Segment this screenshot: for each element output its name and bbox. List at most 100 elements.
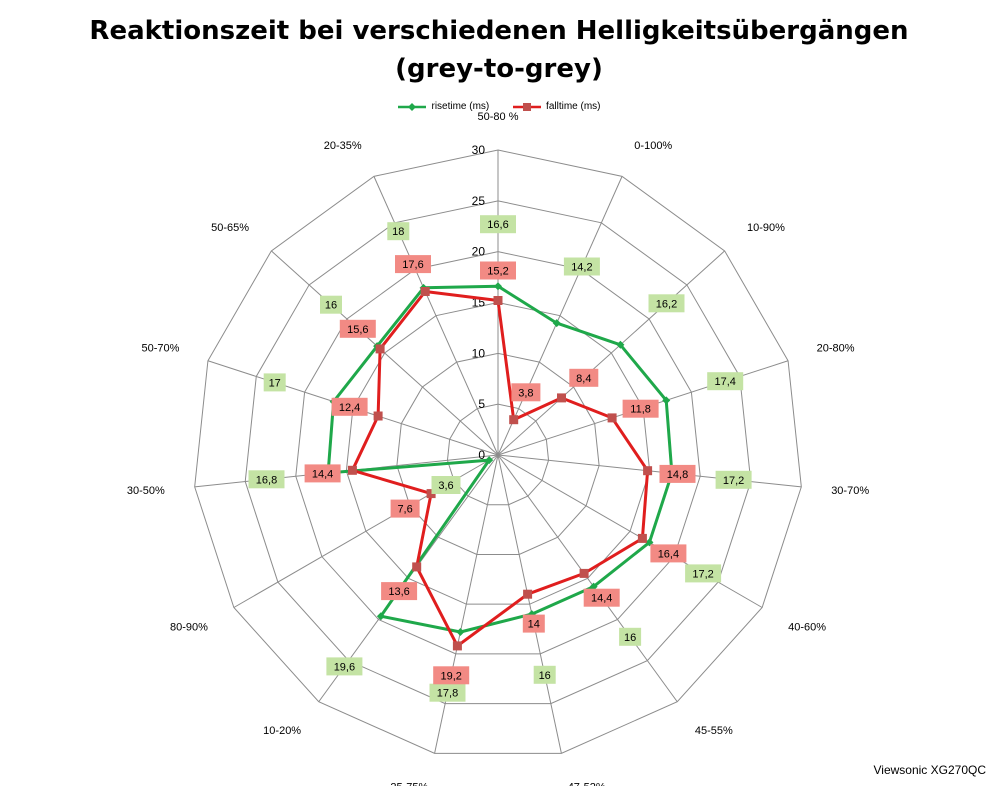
data-label-bg	[381, 582, 418, 601]
data-label-text: 14,2	[571, 262, 592, 274]
category-label: 50-70%	[141, 343, 179, 355]
data-label-bg	[659, 464, 696, 483]
data-label-bg	[331, 397, 368, 416]
data-label-bg	[395, 255, 431, 274]
data-label-bg	[480, 215, 516, 234]
series-risetime	[324, 282, 676, 637]
data-label-text: 12,4	[339, 402, 360, 414]
category-label: 20-80%	[817, 343, 855, 355]
data-label: 19,6	[326, 657, 363, 676]
grid-spoke	[373, 176, 499, 456]
data-label: 15,6	[339, 319, 376, 338]
data-label: 14,2	[563, 257, 600, 276]
data-label-text: 16	[624, 632, 636, 644]
grid-spoke	[271, 250, 499, 456]
category-label: 30-70%	[831, 485, 869, 497]
data-point	[493, 296, 503, 305]
radial-tick-label: 30	[472, 143, 486, 157]
data-label: 14,4	[583, 588, 620, 607]
grid-ring	[345, 301, 651, 605]
data-label-bg	[480, 261, 516, 280]
data-label-text: 17,4	[714, 376, 735, 388]
grid-spoke	[497, 176, 623, 456]
data-label-bg	[650, 544, 687, 563]
data-point	[579, 568, 589, 578]
radial-tick-label: 20	[472, 245, 486, 259]
category-label: 20-35%	[324, 140, 362, 152]
data-label-text: 19,2	[440, 670, 461, 682]
data-label-bg	[326, 657, 363, 676]
data-point	[637, 533, 647, 543]
data-point	[412, 562, 422, 572]
data-label: 14	[522, 614, 545, 633]
data-label-text: 17,8	[437, 688, 458, 700]
data-label: 17,2	[685, 564, 722, 583]
data-label-text: 15,2	[487, 266, 508, 278]
data-label-text: 17,6	[402, 259, 423, 271]
data-point	[589, 582, 598, 591]
data-label-text: 14,4	[312, 468, 333, 480]
data-label: 16,6	[480, 215, 516, 234]
data-label-text: 15,6	[347, 324, 368, 336]
data-label: 18	[387, 222, 410, 241]
data-label-text: 14,8	[667, 469, 688, 481]
data-point	[552, 319, 561, 328]
category-label: 10-20%	[263, 725, 301, 737]
grid-ring	[446, 403, 550, 506]
data-label-bg	[563, 257, 600, 276]
data-label-text: 11,8	[630, 404, 651, 416]
data-label-bg	[263, 373, 286, 392]
legend: risetime (ms) falltime (ms)	[0, 101, 998, 115]
data-labels: 16,6 15,2 14,2 3,8 16,2 8,4 17,4 11,8 17,2 14,8 17…	[248, 215, 752, 702]
data-label-text: 16,8	[256, 474, 277, 486]
legend-label-falltime: falltime (ms)	[546, 101, 601, 112]
legend-item-falltime: falltime (ms)	[512, 101, 601, 112]
data-label: 14,4	[304, 464, 341, 483]
data-label-bg	[511, 383, 541, 402]
data-label-bg	[304, 464, 341, 483]
chart-title: Reaktionszeit bei verschiedenen Helligke…	[0, 12, 998, 88]
data-label-bg	[248, 470, 285, 489]
data-point	[420, 287, 430, 296]
data-point	[376, 612, 385, 621]
chart-title-line-1: Reaktionszeit bei verschiedenen Helligke…	[89, 16, 909, 46]
data-label-text: 3,8	[518, 387, 533, 399]
data-label: 17,6	[395, 255, 431, 274]
data-label-text: 16	[325, 300, 337, 312]
grid-spoke	[497, 454, 562, 754]
radial-tick-label: 5	[478, 397, 485, 411]
radial-tick-label: 25	[472, 194, 486, 208]
data-point	[375, 344, 385, 354]
category-label: 25-75%	[390, 782, 428, 786]
data-label-bg	[390, 499, 420, 518]
data-label-text: 3,6	[438, 480, 453, 492]
category-label: 47-52%	[568, 782, 606, 786]
data-label: 16	[533, 665, 556, 684]
data-point	[662, 396, 671, 405]
data-label: 8,4	[569, 368, 599, 387]
grid-ring	[194, 149, 802, 754]
data-label-text: 16,6	[487, 219, 508, 231]
data-label-bg	[433, 666, 470, 685]
data-label-bg	[320, 295, 342, 314]
data-label-bg	[622, 399, 659, 418]
category-label: 45-55%	[695, 725, 733, 737]
series-line	[350, 290, 650, 648]
data-point	[426, 489, 436, 499]
data-label-text: 14	[528, 619, 540, 631]
data-label-bg	[387, 222, 410, 241]
category-label: 0-100%	[634, 140, 672, 152]
data-point	[347, 465, 357, 475]
data-label-text: 19,6	[334, 661, 355, 673]
data-label: 3,8	[511, 383, 541, 402]
data-label: 19,2	[433, 666, 470, 685]
data-point	[523, 589, 533, 599]
data-label-bg	[339, 319, 376, 338]
data-point	[557, 393, 566, 403]
data-label: 3,6	[431, 476, 461, 494]
grid-ring	[244, 200, 752, 705]
data-label: 13,6	[381, 582, 418, 601]
data-point	[607, 413, 617, 423]
data-label-bg	[569, 368, 599, 387]
